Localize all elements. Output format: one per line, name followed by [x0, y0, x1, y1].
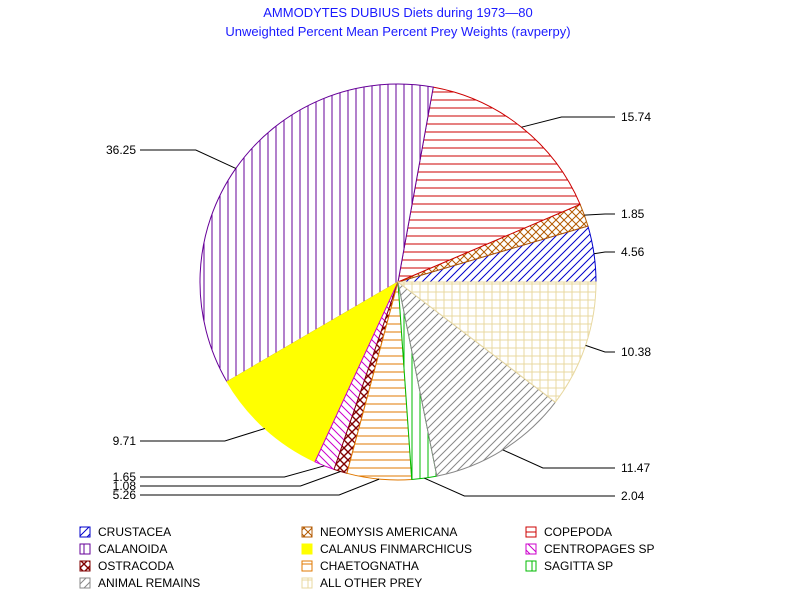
legend-swatch [79, 543, 91, 555]
legend-label: CALANUS FINMARCHICUS [320, 542, 472, 556]
legend-label: OSTRACODA [98, 559, 174, 573]
slice-all-other-prey [396, 281, 597, 403]
chart-title: AMMODYTES DUBIUS Diets during 1973—80 [263, 5, 532, 20]
slice-value-labels: 4.56 1.85 15.74 36.25 9.71 1.651.085.26 2.04 11… [106, 110, 651, 503]
value-label-centropages-sp: 1.65 [113, 470, 137, 484]
value-label-animal-remains: 11.47 [621, 461, 650, 475]
legend-item-copepoda: COPEPODA [525, 525, 612, 539]
legend-swatch [525, 526, 537, 538]
legend-swatch [79, 560, 91, 572]
legend-swatch [525, 543, 537, 555]
slice-calanoida [199, 83, 434, 383]
leader-crustacea [593, 251, 615, 255]
legend-label: CENTROPAGES SP [544, 542, 654, 556]
value-label-sagitta-sp: 2.04 [621, 489, 645, 503]
legend-item-crustacea: CRUSTACEA [79, 525, 171, 539]
legend-label: ALL OTHER PREY [320, 576, 422, 590]
leader-calanoida [140, 149, 237, 169]
value-label-ostracoda: 1.08 [113, 479, 137, 493]
slice-animal-remains [397, 280, 557, 477]
legend-item-all-other-prey: ALL OTHER PREY [301, 576, 422, 590]
value-label-copepoda: 15.74 [621, 110, 651, 124]
chart-subtitle: Unweighted Percent Mean Percent Prey Wei… [225, 24, 570, 39]
legend: CRUSTACEA NEOMYSIS AMERICANA COPEPODA CALAN… [79, 525, 654, 590]
leader-sagitta-sp [424, 477, 615, 497]
legend-label: CALANOIDA [98, 542, 167, 556]
slice-calanus-finmarchicus [226, 280, 400, 463]
legend-label: ANIMAL REMAINS [98, 576, 200, 590]
slice-leader-lines [140, 116, 615, 497]
legend-label: NEOMYSIS AMERICANA [320, 525, 457, 539]
legend-item-calanus-finmarchicus: CALANUS FINMARCHICUS [301, 542, 472, 556]
legend-swatch [301, 543, 313, 555]
legend-swatch [301, 526, 313, 538]
leader-ostracoda [140, 471, 341, 487]
leader-animal-remains [502, 449, 615, 469]
leader-calanus-finmarchicus [140, 428, 265, 442]
legend-item-sagitta-sp: SAGITTA SP [525, 559, 613, 573]
leader-chaetognatha [140, 478, 380, 496]
legend-swatch [79, 577, 91, 589]
legend-item-chaetognatha: CHAETOGNATHA [301, 559, 419, 573]
value-label-crustacea: 4.56 [621, 245, 645, 259]
value-label-chaetognatha: 5.26 [113, 488, 137, 502]
legend-label: SAGITTA SP [544, 559, 613, 573]
legend-swatch [79, 526, 91, 538]
legend-label: CRUSTACEA [98, 525, 171, 539]
leader-copepoda [521, 116, 615, 128]
value-label-calanoida: 36.25 [106, 143, 136, 157]
value-label-calanus-finmarchicus: 9.71 [113, 434, 137, 448]
slice-copepoda [397, 86, 581, 283]
leader-centropages-sp [140, 465, 325, 478]
legend-item-calanoida: CALANOIDA [79, 542, 167, 556]
legend-label: COPEPODA [544, 525, 612, 539]
value-label-all-other-prey: 10.38 [621, 345, 651, 359]
legend-swatch [525, 560, 537, 572]
legend-item-neomysis-americana: NEOMYSIS AMERICANA [301, 525, 457, 539]
legend-label: CHAETOGNATHA [320, 559, 419, 573]
leader-neomysis-americana [584, 213, 615, 216]
legend-swatch [301, 560, 313, 572]
legend-item-animal-remains: ANIMAL REMAINS [79, 576, 200, 590]
value-label-neomysis-americana: 1.85 [621, 207, 645, 221]
leader-all-other-prey [585, 344, 615, 353]
pie-slices [199, 83, 597, 481]
legend-item-centropages-sp: CENTROPAGES SP [525, 542, 654, 556]
legend-item-ostracoda: OSTRACODA [79, 559, 174, 573]
legend-swatch [301, 577, 313, 589]
